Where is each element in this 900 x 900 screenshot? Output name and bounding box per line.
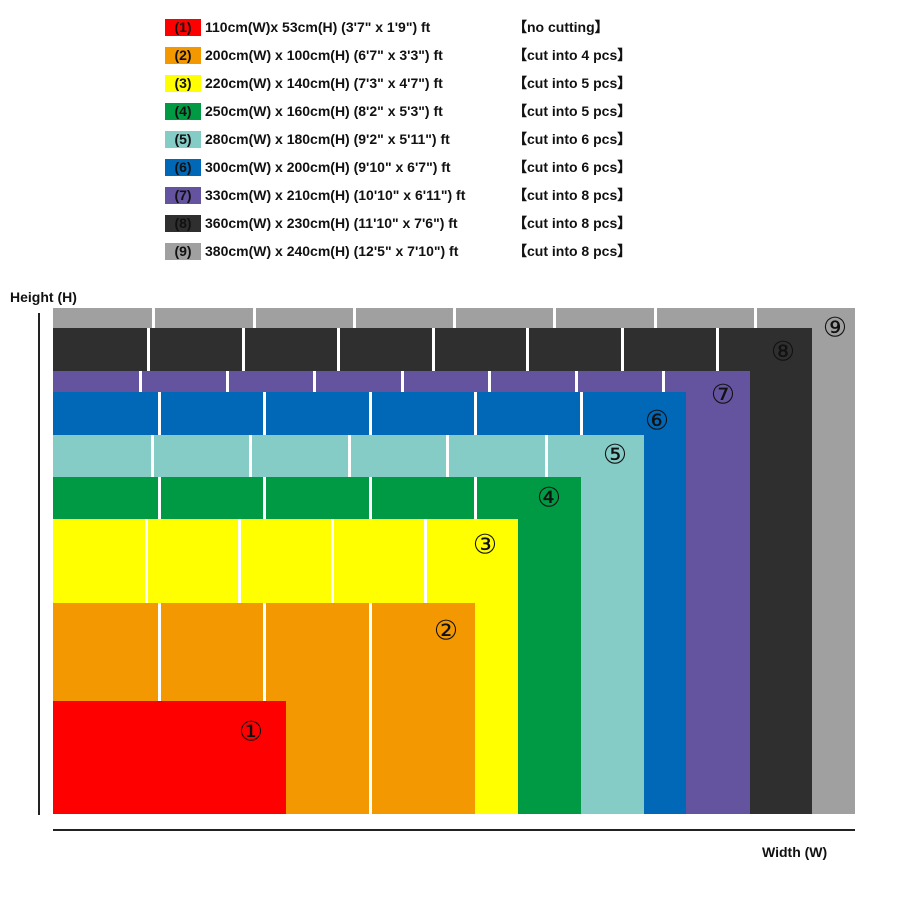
size-text: 330cm(W) x 210cm(H) (10'10" x 6'11") ft [205, 187, 466, 203]
legend-row: (9) 380cm(W) x 240cm(H) (12'5" x 7'10") … [165, 242, 631, 260]
legend-row: (2) 200cm(W) x 100cm(H) (6'7" x 3'3") ft… [165, 46, 631, 64]
color-swatch: (1) [165, 18, 201, 36]
width-axis-label: Width (W) [762, 844, 828, 860]
size-marker: ⑦ [710, 379, 736, 411]
color-swatch: (2) [165, 46, 201, 64]
height-axis-label: Height (H) [10, 289, 77, 305]
cut-text: 【cut into 8 pcs】 [513, 215, 632, 231]
color-swatch: (7) [165, 186, 201, 204]
cut-text: 【cut into 8 pcs】 [513, 187, 632, 203]
height-axis-line [38, 313, 40, 815]
color-swatch: (3) [165, 74, 201, 92]
color-swatch: (8) [165, 214, 201, 232]
legend-row: (1) 110cm(W)x 53cm(H) (3'7" x 1'9") ft 【… [165, 18, 609, 36]
size-marker: ⑥ [644, 405, 670, 437]
size-text: 360cm(W) x 230cm(H) (11'10" x 7'6") ft [205, 215, 458, 231]
legend-row: (8) 360cm(W) x 230cm(H) (11'10" x 7'6") … [165, 214, 631, 232]
width-axis-line [53, 829, 855, 831]
size-text: 300cm(W) x 200cm(H) (9'10" x 6'7") ft [205, 159, 451, 175]
size-text: 110cm(W)x 53cm(H) (3'7" x 1'9") ft [205, 19, 431, 35]
cut-text: 【cut into 4 pcs】 [513, 47, 632, 63]
color-swatch: (4) [165, 102, 201, 120]
legend-row: (4) 250cm(W) x 160cm(H) (8'2" x 5'3") ft… [165, 102, 631, 120]
size-marker: ⑤ [602, 439, 628, 471]
size-marker: ⑨ [822, 312, 848, 344]
size-text: 250cm(W) x 160cm(H) (8'2" x 5'3") ft [205, 103, 443, 119]
legend-row: (6) 300cm(W) x 200cm(H) (9'10" x 6'7") f… [165, 158, 631, 176]
size-marker: ① [238, 716, 264, 748]
size-marker: ④ [536, 482, 562, 514]
color-swatch: (6) [165, 158, 201, 176]
color-swatch: (9) [165, 242, 201, 260]
legend-row: (7) 330cm(W) x 210cm(H) (10'10" x 6'11")… [165, 186, 631, 204]
cut-text: 【no cutting】 [513, 19, 609, 35]
cut-line [368, 603, 372, 814]
cut-text: 【cut into 5 pcs】 [513, 75, 632, 91]
size-marker: ② [433, 615, 459, 647]
color-swatch: (5) [165, 130, 201, 148]
size-text: 280cm(W) x 180cm(H) (9'2" x 5'11") ft [205, 131, 450, 147]
cut-text: 【cut into 6 pcs】 [513, 159, 632, 175]
size-text: 220cm(W) x 140cm(H) (7'3" x 4'7") ft [205, 75, 443, 91]
size-rect-1 [53, 701, 286, 814]
size-text: 380cm(W) x 240cm(H) (12'5" x 7'10") ft [205, 243, 459, 259]
size-text: 200cm(W) x 100cm(H) (6'7" x 3'3") ft [205, 47, 443, 63]
size-marker: ⑧ [770, 336, 796, 368]
cut-text: 【cut into 5 pcs】 [513, 103, 632, 119]
legend-row: (3) 220cm(W) x 140cm(H) (7'3" x 4'7") ft… [165, 74, 631, 92]
legend-row: (5) 280cm(W) x 180cm(H) (9'2" x 5'11") f… [165, 130, 631, 148]
size-marker: ③ [472, 529, 498, 561]
cut-text: 【cut into 8 pcs】 [513, 243, 632, 259]
cut-text: 【cut into 6 pcs】 [513, 131, 632, 147]
